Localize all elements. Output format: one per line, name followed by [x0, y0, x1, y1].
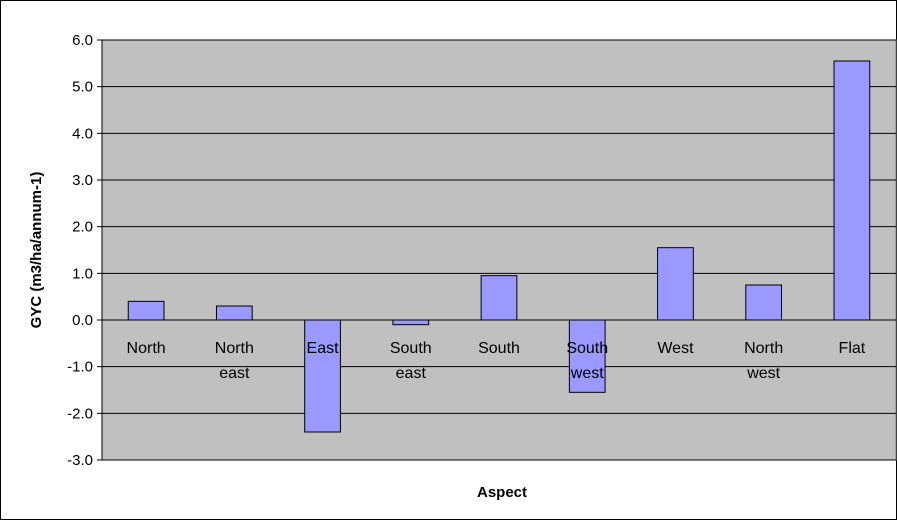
bar	[304, 319, 341, 433]
y-tick-label: 5.0	[72, 79, 93, 96]
x-tick-label-line: east	[396, 365, 427, 382]
y-tick-label: -3.0	[67, 452, 93, 469]
bar	[833, 60, 871, 321]
bar	[480, 275, 518, 321]
plot-area	[101, 39, 897, 461]
x-tick-label-line: West	[657, 340, 694, 357]
y-tick-label: 6.0	[72, 32, 93, 49]
y-axis-tick-labels: -3.0 -2.0 -1.0 0.0 1.0 2.0 3.0 4.0 5.0 6.0	[67, 32, 93, 469]
x-tick-label-line: South	[566, 340, 608, 357]
y-axis-label: GYC (m3/ha/annum-1)	[28, 172, 45, 329]
y-tick-label: 2.0	[72, 219, 93, 236]
y-tick-label: 0.0	[72, 312, 93, 329]
x-tick-label: South west	[566, 340, 608, 382]
x-tick-label-line: west	[570, 365, 604, 382]
y-tick-label: 4.0	[72, 125, 93, 142]
x-tick-label: North	[127, 340, 166, 357]
x-axis-label: Aspect	[477, 484, 527, 501]
y-tick-label: -2.0	[67, 405, 93, 422]
x-tick-label-line: west	[746, 365, 780, 382]
x-tick-label: South	[478, 340, 520, 357]
x-tick-label-line: South	[390, 340, 432, 357]
x-axis-tick-labels: North North east East South east South South wes…	[127, 340, 866, 382]
bar	[127, 300, 165, 321]
x-tick-label-line: East	[307, 340, 340, 357]
bar	[745, 284, 783, 321]
x-tick-label-line: South	[478, 340, 520, 357]
x-tick-label-line: Flat	[839, 340, 866, 357]
x-tick-label-line: North	[215, 340, 254, 357]
y-tick-label: -1.0	[67, 359, 93, 376]
bar	[568, 319, 606, 393]
bar	[392, 319, 430, 326]
x-tick-label: North east	[215, 340, 254, 382]
x-tick-label-line: North	[127, 340, 166, 357]
bar	[215, 305, 253, 321]
bar	[657, 247, 694, 321]
x-tick-label-line: east	[219, 365, 250, 382]
bars	[127, 60, 871, 433]
x-tick-label: Flat	[839, 340, 866, 357]
y-tick-label: 1.0	[72, 265, 93, 282]
x-tick-label: South east	[390, 340, 432, 382]
x-tick-label-line: North	[744, 340, 783, 357]
y-tick-label: 3.0	[72, 172, 93, 189]
x-tick-label: West	[657, 340, 694, 357]
x-tick-label: East	[307, 340, 340, 357]
x-tick-label: North west	[744, 340, 783, 382]
